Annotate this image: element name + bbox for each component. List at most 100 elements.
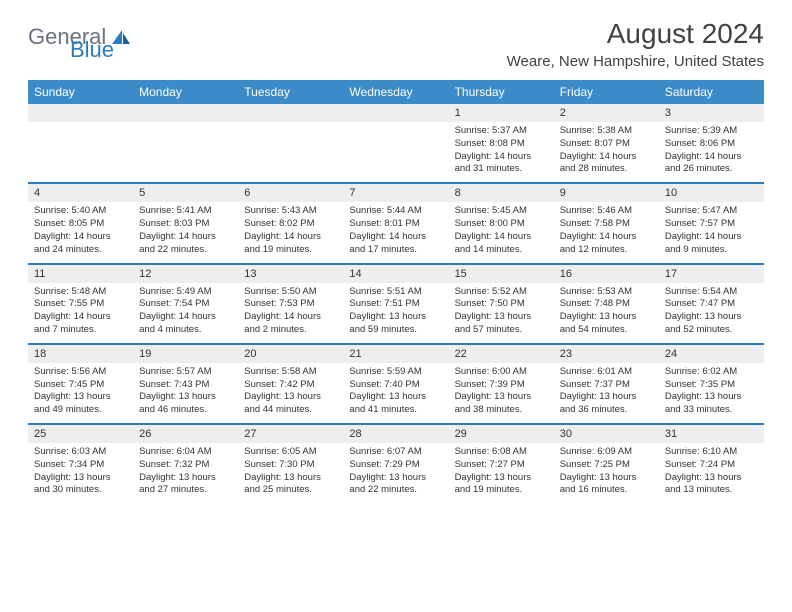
sunrise-text: Sunrise: 6:01 AM: [560, 366, 653, 379]
daylight-text: and 13 minutes.: [665, 484, 758, 497]
day-cell: Sunrise: 6:08 AMSunset: 7:27 PMDaylight:…: [449, 443, 554, 503]
daylight-text: Daylight: 13 hours: [244, 391, 337, 404]
daylight-text: and 12 minutes.: [560, 244, 653, 257]
detail-row: Sunrise: 5:37 AMSunset: 8:08 PMDaylight:…: [28, 122, 764, 182]
daylight-text: and 41 minutes.: [349, 404, 442, 417]
day-number: 22: [449, 345, 554, 363]
day-cell: Sunrise: 5:37 AMSunset: 8:08 PMDaylight:…: [449, 122, 554, 182]
logo: General Blue: [28, 24, 132, 50]
daylight-text: and 28 minutes.: [560, 163, 653, 176]
day-cell: [133, 122, 238, 182]
sunset-text: Sunset: 7:57 PM: [665, 218, 758, 231]
daylight-text: and 19 minutes.: [455, 484, 548, 497]
day-cell: Sunrise: 5:50 AMSunset: 7:53 PMDaylight:…: [238, 283, 343, 343]
day-number: 28: [343, 425, 448, 443]
day-number: 30: [554, 425, 659, 443]
sunrise-text: Sunrise: 6:03 AM: [34, 446, 127, 459]
sunset-text: Sunset: 7:48 PM: [560, 298, 653, 311]
daylight-text: Daylight: 13 hours: [349, 391, 442, 404]
sunset-text: Sunset: 7:42 PM: [244, 379, 337, 392]
daynum-row: 45678910: [28, 184, 764, 202]
sunrise-text: Sunrise: 5:50 AM: [244, 286, 337, 299]
sunrise-text: Sunrise: 5:58 AM: [244, 366, 337, 379]
day-number: 13: [238, 265, 343, 283]
day-cell: Sunrise: 5:43 AMSunset: 8:02 PMDaylight:…: [238, 202, 343, 262]
daylight-text: Daylight: 13 hours: [560, 472, 653, 485]
sunset-text: Sunset: 7:30 PM: [244, 459, 337, 472]
sunset-text: Sunset: 7:40 PM: [349, 379, 442, 392]
daylight-text: and 44 minutes.: [244, 404, 337, 417]
day-cell: Sunrise: 5:47 AMSunset: 7:57 PMDaylight:…: [659, 202, 764, 262]
day-cell: Sunrise: 6:03 AMSunset: 7:34 PMDaylight:…: [28, 443, 133, 503]
daylight-text: and 52 minutes.: [665, 324, 758, 337]
day-number: 31: [659, 425, 764, 443]
daylight-text: Daylight: 13 hours: [665, 311, 758, 324]
detail-row: Sunrise: 5:40 AMSunset: 8:05 PMDaylight:…: [28, 202, 764, 262]
day-cell: [28, 122, 133, 182]
daylight-text: and 19 minutes.: [244, 244, 337, 257]
daylight-text: Daylight: 13 hours: [455, 311, 548, 324]
daylight-text: and 49 minutes.: [34, 404, 127, 417]
day-number: 19: [133, 345, 238, 363]
month-title: August 2024: [507, 18, 764, 50]
logo-text-blue: Blue: [70, 37, 114, 63]
daylight-text: Daylight: 14 hours: [455, 151, 548, 164]
daylight-text: and 26 minutes.: [665, 163, 758, 176]
sunset-text: Sunset: 8:06 PM: [665, 138, 758, 151]
day-number: 26: [133, 425, 238, 443]
sunset-text: Sunset: 8:08 PM: [455, 138, 548, 151]
daynum-row: 123: [28, 104, 764, 122]
day-cell: Sunrise: 6:05 AMSunset: 7:30 PMDaylight:…: [238, 443, 343, 503]
sunrise-text: Sunrise: 5:52 AM: [455, 286, 548, 299]
sunset-text: Sunset: 7:24 PM: [665, 459, 758, 472]
daylight-text: and 30 minutes.: [34, 484, 127, 497]
daylight-text: Daylight: 13 hours: [455, 472, 548, 485]
day-number: [133, 104, 238, 122]
dow-thursday: Thursday: [449, 80, 554, 104]
sunrise-text: Sunrise: 5:43 AM: [244, 205, 337, 218]
day-cell: Sunrise: 5:54 AMSunset: 7:47 PMDaylight:…: [659, 283, 764, 343]
title-block: August 2024 Weare, New Hampshire, United…: [507, 18, 764, 70]
sunrise-text: Sunrise: 6:02 AM: [665, 366, 758, 379]
daylight-text: Daylight: 14 hours: [244, 311, 337, 324]
daylight-text: Daylight: 14 hours: [455, 231, 548, 244]
day-number: 9: [554, 184, 659, 202]
day-cell: [343, 122, 448, 182]
dow-saturday: Saturday: [659, 80, 764, 104]
day-number: 24: [659, 345, 764, 363]
sunset-text: Sunset: 7:37 PM: [560, 379, 653, 392]
day-cell: Sunrise: 6:07 AMSunset: 7:29 PMDaylight:…: [343, 443, 448, 503]
day-cell: Sunrise: 5:53 AMSunset: 7:48 PMDaylight:…: [554, 283, 659, 343]
daylight-text: and 22 minutes.: [139, 244, 232, 257]
day-number: 21: [343, 345, 448, 363]
sunrise-text: Sunrise: 6:10 AM: [665, 446, 758, 459]
sunset-text: Sunset: 7:54 PM: [139, 298, 232, 311]
day-number: 27: [238, 425, 343, 443]
daylight-text: and 33 minutes.: [665, 404, 758, 417]
daylight-text: Daylight: 14 hours: [665, 231, 758, 244]
sunrise-text: Sunrise: 5:59 AM: [349, 366, 442, 379]
sunrise-text: Sunrise: 5:48 AM: [34, 286, 127, 299]
day-cell: Sunrise: 5:52 AMSunset: 7:50 PMDaylight:…: [449, 283, 554, 343]
daylight-text: and 14 minutes.: [455, 244, 548, 257]
sunrise-text: Sunrise: 5:47 AM: [665, 205, 758, 218]
daynum-row: 25262728293031: [28, 425, 764, 443]
day-number: 6: [238, 184, 343, 202]
daylight-text: Daylight: 13 hours: [34, 391, 127, 404]
daylight-text: and 46 minutes.: [139, 404, 232, 417]
daylight-text: Daylight: 13 hours: [455, 391, 548, 404]
day-number: 20: [238, 345, 343, 363]
day-cell: Sunrise: 5:39 AMSunset: 8:06 PMDaylight:…: [659, 122, 764, 182]
daylight-text: and 38 minutes.: [455, 404, 548, 417]
day-cell: Sunrise: 5:44 AMSunset: 8:01 PMDaylight:…: [343, 202, 448, 262]
sunrise-text: Sunrise: 5:39 AM: [665, 125, 758, 138]
calendar-table: Sunday Monday Tuesday Wednesday Thursday…: [28, 80, 764, 503]
daylight-text: Daylight: 14 hours: [139, 311, 232, 324]
daylight-text: Daylight: 14 hours: [560, 151, 653, 164]
sunrise-text: Sunrise: 5:51 AM: [349, 286, 442, 299]
daylight-text: Daylight: 14 hours: [244, 231, 337, 244]
day-cell: Sunrise: 5:58 AMSunset: 7:42 PMDaylight:…: [238, 363, 343, 423]
day-number: [238, 104, 343, 122]
header: General Blue August 2024 Weare, New Hamp…: [28, 18, 764, 70]
location: Weare, New Hampshire, United States: [507, 53, 764, 70]
